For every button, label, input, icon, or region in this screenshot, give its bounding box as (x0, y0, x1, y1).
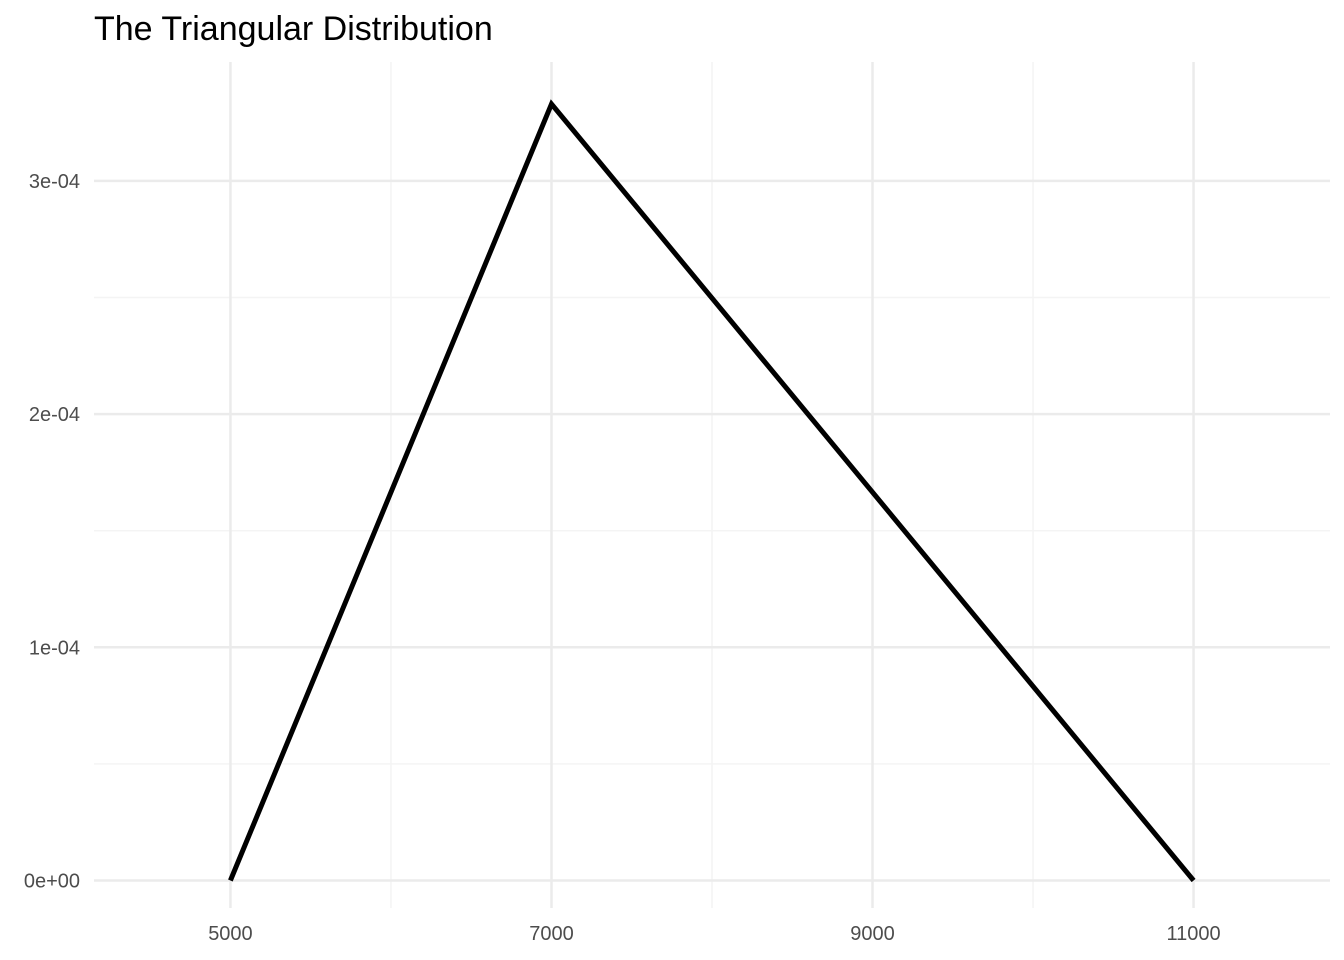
minor-gridlines (94, 62, 1330, 908)
y-tick-label: 1e-04 (29, 637, 80, 659)
major-gridlines (94, 62, 1330, 908)
y-tick-label: 0e+00 (24, 870, 80, 892)
chart-title: The Triangular Distribution (94, 10, 493, 48)
x-tick-label: 11000 (1166, 923, 1220, 945)
x-tick-label: 5000 (208, 923, 253, 945)
density-line (228, 99, 1196, 883)
x-tick-label: 7000 (529, 923, 574, 945)
series-layer (228, 99, 1196, 883)
y-axis-tick-labels: 0e+00 1e-04 2e-04 3e-04 (24, 171, 80, 893)
y-tick-label: 2e-04 (29, 404, 80, 426)
y-tick-label: 3e-04 (29, 171, 80, 193)
x-tick-label: 9000 (850, 923, 895, 945)
x-axis-tick-labels: 5000 7000 9000 11000 (208, 923, 1220, 945)
